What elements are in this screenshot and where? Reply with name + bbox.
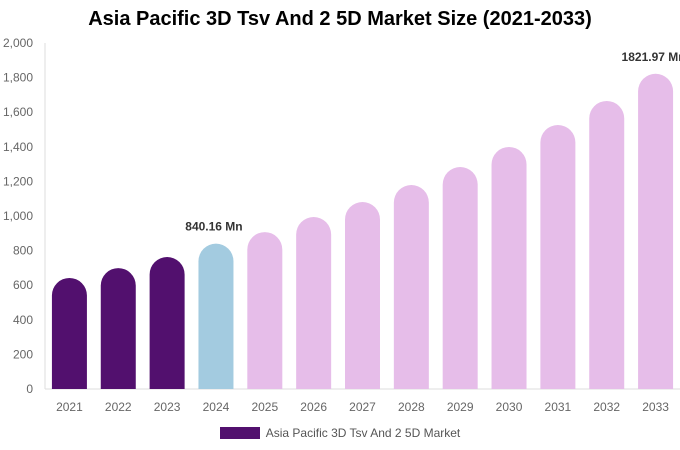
bar-2027 bbox=[345, 201, 380, 389]
y-tick-label: 1,200 bbox=[3, 174, 33, 188]
x-tick-label: 2024 bbox=[203, 400, 230, 414]
y-tick-label: 1,000 bbox=[3, 209, 33, 223]
bar-2026 bbox=[296, 217, 332, 389]
bar-chart: 0 200 400 600 800 1,000 1,200 1,400 1,600 1,800 2,… bbox=[3, 36, 680, 414]
legend-swatch bbox=[219, 427, 260, 439]
data-label-2033: 1821.97 Mn bbox=[622, 50, 680, 64]
legend: Asia Pacific 3D Tsv And 2 5D Market bbox=[0, 426, 680, 440]
x-tick-label: 2023 bbox=[154, 400, 181, 414]
bar-2021 bbox=[51, 277, 87, 389]
bar-2032 bbox=[589, 100, 625, 389]
bar-2025 bbox=[247, 232, 283, 389]
y-tick-label: 1,800 bbox=[3, 71, 33, 85]
y-tick-label: 0 bbox=[26, 382, 33, 396]
x-tick-label: 2021 bbox=[56, 400, 83, 414]
y-tick-label: 1,600 bbox=[3, 105, 33, 119]
y-tick-label: 800 bbox=[13, 244, 33, 258]
bar-2023 bbox=[149, 257, 185, 389]
x-tick-label: 2022 bbox=[105, 400, 132, 414]
y-tick-label: 1,400 bbox=[3, 140, 33, 154]
bar-2033 bbox=[638, 73, 674, 389]
y-tick-label: 600 bbox=[13, 278, 33, 292]
x-tick-label: 2025 bbox=[251, 400, 278, 414]
bar-2030 bbox=[491, 146, 527, 389]
x-tick-label: 2027 bbox=[349, 400, 376, 414]
bar-2029 bbox=[442, 167, 478, 389]
x-tick-label: 2028 bbox=[398, 400, 425, 414]
x-tick-label: 2029 bbox=[447, 400, 474, 414]
bar-2024 bbox=[198, 243, 234, 389]
y-tick-label: 2,000 bbox=[3, 36, 33, 50]
bar-2031 bbox=[540, 125, 576, 390]
x-tick-label: 2031 bbox=[545, 400, 572, 414]
bar-2028 bbox=[393, 185, 429, 389]
x-tick-label: 2033 bbox=[642, 400, 669, 414]
y-tick-label: 400 bbox=[13, 313, 33, 327]
legend-label: Asia Pacific 3D Tsv And 2 5D Market bbox=[265, 426, 461, 440]
data-label-2024: 840.16 Mn bbox=[185, 220, 242, 234]
x-tick-label: 2026 bbox=[300, 400, 327, 414]
bar-2022 bbox=[100, 268, 136, 389]
x-tick-label: 2030 bbox=[496, 400, 523, 414]
chart-title: Asia Pacific 3D Tsv And 2 5D Market Size… bbox=[88, 8, 592, 30]
x-tick-label: 2032 bbox=[593, 400, 620, 414]
y-tick-label: 200 bbox=[13, 347, 33, 361]
